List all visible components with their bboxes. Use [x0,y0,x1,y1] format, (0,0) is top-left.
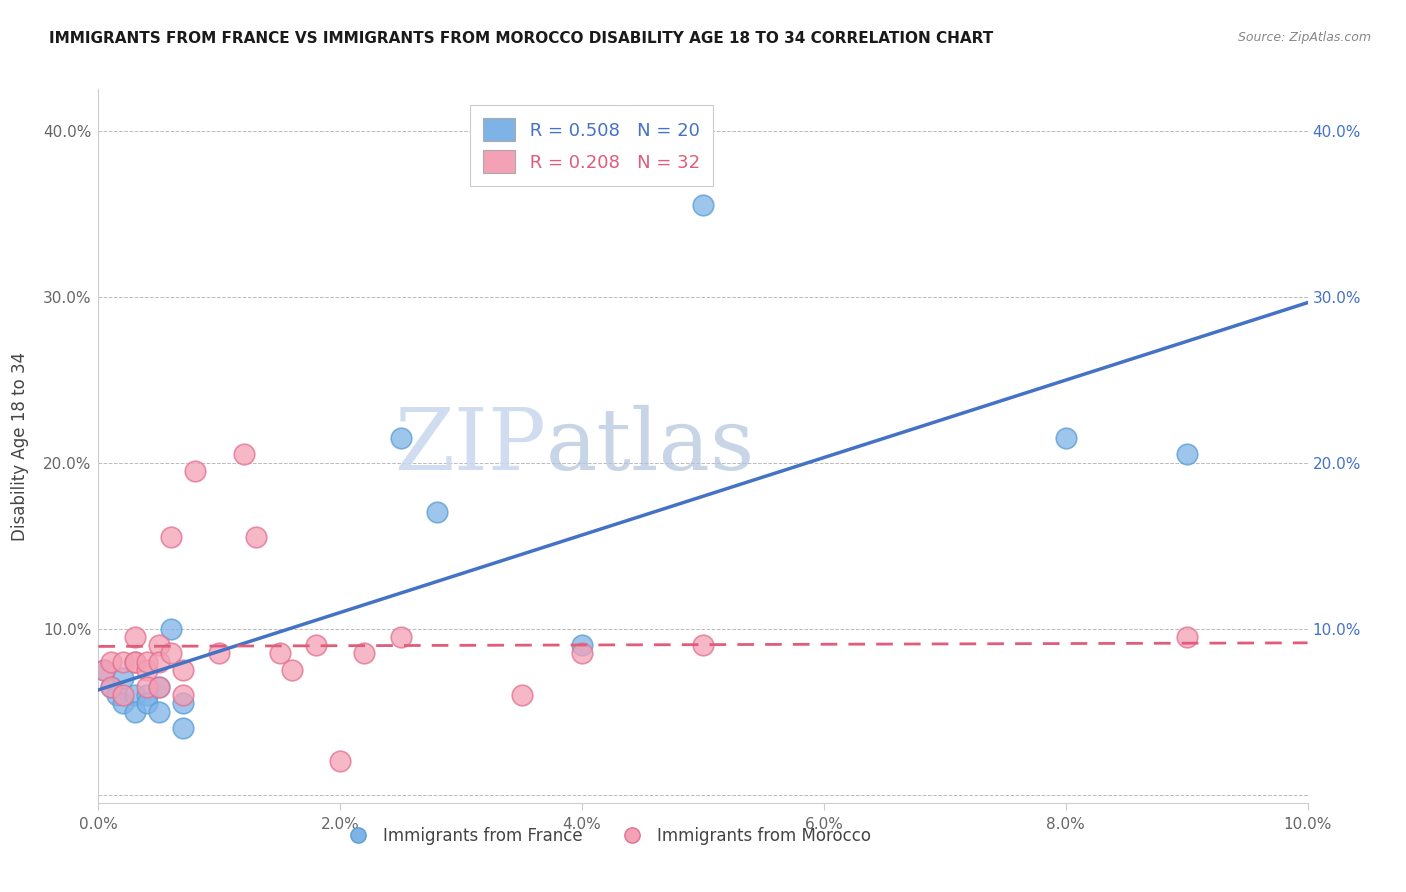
Point [245,530,267,544]
Point [135,688,157,702]
Point [100,680,122,694]
Point [281,663,304,677]
Point [93,663,115,677]
Point [1175,447,1198,461]
Point [389,630,412,644]
Point [111,671,134,685]
Point [426,505,449,519]
Point [172,721,194,735]
Point [208,647,231,661]
Point [111,655,134,669]
Point [353,647,375,661]
Point [100,655,122,669]
Point [389,431,412,445]
Point [124,655,146,669]
Point [100,680,122,694]
Text: Source: ZipAtlas.com: Source: ZipAtlas.com [1237,31,1371,45]
Point [160,530,183,544]
Point [232,447,254,461]
Point [148,655,170,669]
Point [93,663,115,677]
Point [135,696,157,710]
Point [1175,630,1198,644]
Point [571,638,593,652]
Point [160,647,183,661]
Text: atlas: atlas [546,404,755,488]
Point [111,696,134,710]
Point [172,688,194,702]
Point [172,696,194,710]
Point [184,464,207,478]
Point [148,680,170,694]
Point [571,647,593,661]
Point [111,688,134,702]
Point [124,655,146,669]
Point [160,622,183,636]
Point [1054,431,1077,445]
Point [305,638,328,652]
Y-axis label: Disability Age 18 to 34: Disability Age 18 to 34 [11,351,30,541]
Point [124,688,146,702]
Text: ZIP: ZIP [394,404,546,488]
Point [172,663,194,677]
Text: IMMIGRANTS FROM FRANCE VS IMMIGRANTS FROM MOROCCO DISABILITY AGE 18 TO 34 CORREL: IMMIGRANTS FROM FRANCE VS IMMIGRANTS FRO… [49,31,994,46]
Point [692,198,714,212]
Point [148,638,170,652]
Point [692,638,714,652]
Point [124,630,146,644]
Legend: Immigrants from France, Immigrants from Morocco: Immigrants from France, Immigrants from … [335,821,879,852]
Point [510,688,533,702]
Point [329,754,352,768]
Point [269,647,291,661]
Point [135,655,157,669]
Point [148,680,170,694]
Point [135,663,157,677]
Point [148,705,170,719]
Point [105,688,128,702]
Point [124,705,146,719]
Point [135,680,157,694]
